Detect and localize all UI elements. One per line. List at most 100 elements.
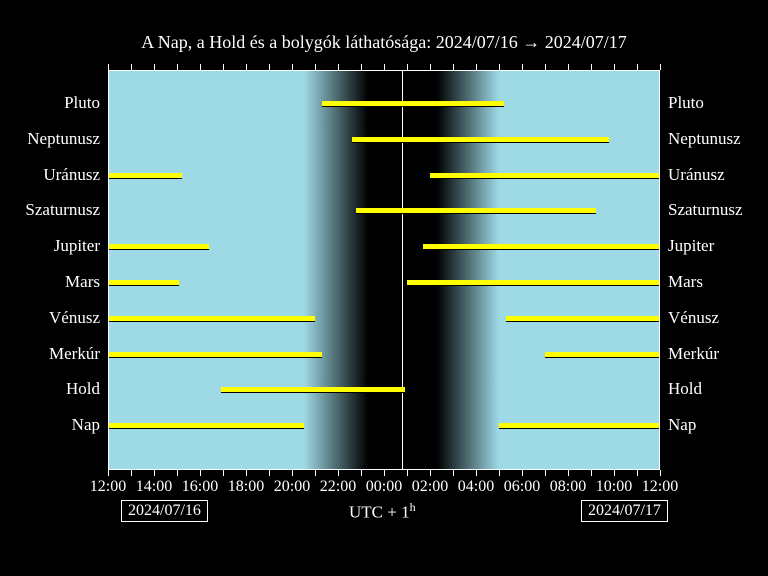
x-tick — [430, 470, 431, 476]
x-tick-label: 12:00 — [642, 478, 678, 496]
x-tick-label: 04:00 — [458, 478, 494, 496]
body-label-right: Szaturnusz — [668, 200, 743, 220]
plot-area — [108, 70, 660, 470]
body-label-right: Vénusz — [668, 308, 719, 328]
x-axis-label: UTC + 1h — [349, 500, 416, 523]
x-tick — [292, 470, 293, 476]
body-label-right: Nap — [668, 415, 696, 435]
x-tick — [269, 470, 270, 476]
visibility-segment — [108, 244, 209, 250]
visibility-segment — [108, 280, 179, 286]
x-tick — [545, 470, 546, 476]
x-tick-top — [131, 64, 132, 70]
x-tick-label: 00:00 — [366, 478, 402, 496]
body-label-right: Merkúr — [668, 344, 719, 364]
x-tick-top — [200, 64, 201, 70]
x-tick-top — [637, 64, 638, 70]
x-tick — [338, 470, 339, 476]
x-tick-top — [154, 64, 155, 70]
body-label-left: Uránusz — [0, 165, 100, 185]
x-tick — [108, 470, 109, 476]
x-tick — [499, 470, 500, 476]
body-label-left: Merkúr — [0, 344, 100, 364]
x-tick — [407, 470, 408, 476]
bg-day-left — [108, 70, 304, 470]
visibility-segment — [108, 173, 182, 179]
x-tick — [614, 470, 615, 476]
x-tick-top — [545, 64, 546, 70]
body-label-left: Szaturnusz — [0, 200, 100, 220]
body-label-right: Mars — [668, 272, 703, 292]
visibility-segment — [499, 423, 660, 429]
x-tick-label: 12:00 — [90, 478, 126, 496]
bg-day-right — [499, 70, 660, 470]
x-tick-top — [522, 64, 523, 70]
visibility-segment — [356, 208, 595, 214]
body-label-left: Pluto — [0, 93, 100, 113]
body-label-left: Neptunusz — [0, 129, 100, 149]
visibility-segment — [108, 423, 304, 429]
x-tick-label: 18:00 — [228, 478, 264, 496]
x-tick-top — [108, 64, 109, 70]
x-tick-label: 16:00 — [182, 478, 218, 496]
x-tick-top — [361, 64, 362, 70]
x-tick-label: 02:00 — [412, 478, 448, 496]
bg-dawn — [437, 70, 499, 470]
x-tick-top — [384, 64, 385, 70]
x-tick-top — [223, 64, 224, 70]
x-tick-top — [591, 64, 592, 70]
x-tick-top — [246, 64, 247, 70]
x-tick — [200, 470, 201, 476]
visibility-segment — [407, 280, 660, 286]
chart-title: A Nap, a Hold és a bolygók láthatósága: … — [0, 32, 768, 53]
x-tick-top — [338, 64, 339, 70]
x-tick — [384, 470, 385, 476]
bg-dusk — [304, 70, 368, 470]
x-tick-top — [660, 64, 661, 70]
x-tick-label: 20:00 — [274, 478, 310, 496]
x-tick — [453, 470, 454, 476]
x-tick — [315, 470, 316, 476]
x-tick — [223, 470, 224, 476]
x-tick-top — [476, 64, 477, 70]
x-tick-top — [315, 64, 316, 70]
x-tick-label: 14:00 — [136, 478, 172, 496]
x-tick-top — [177, 64, 178, 70]
date-end-box: 2024/07/17 — [581, 500, 668, 522]
date-start-box: 2024/07/16 — [121, 500, 208, 522]
midnight-line — [402, 70, 403, 470]
body-label-right: Neptunusz — [668, 129, 741, 149]
x-tick — [476, 470, 477, 476]
visibility-segment — [108, 316, 315, 322]
body-label-right: Hold — [668, 379, 702, 399]
x-tick-label: 08:00 — [550, 478, 586, 496]
visibility-segment — [545, 352, 660, 358]
x-tick-top — [269, 64, 270, 70]
x-tick-top — [614, 64, 615, 70]
x-tick — [246, 470, 247, 476]
body-label-right: Jupiter — [668, 236, 714, 256]
body-label-right: Pluto — [668, 93, 704, 113]
x-tick-top — [430, 64, 431, 70]
x-tick-label: 22:00 — [320, 478, 356, 496]
x-tick — [131, 470, 132, 476]
body-label-left: Nap — [0, 415, 100, 435]
body-label-left: Hold — [0, 379, 100, 399]
visibility-segment — [221, 387, 405, 393]
x-tick-top — [499, 64, 500, 70]
x-tick — [522, 470, 523, 476]
visibility-segment — [322, 101, 504, 107]
x-tick-top — [568, 64, 569, 70]
x-tick — [660, 470, 661, 476]
x-tick — [568, 470, 569, 476]
body-label-left: Jupiter — [0, 236, 100, 256]
x-tick — [591, 470, 592, 476]
visibility-segment — [423, 244, 660, 250]
visibility-segment — [506, 316, 660, 322]
x-tick — [637, 470, 638, 476]
x-tick — [177, 470, 178, 476]
x-tick — [361, 470, 362, 476]
body-label-left: Mars — [0, 272, 100, 292]
body-label-left: Vénusz — [0, 308, 100, 328]
x-tick-label: 10:00 — [596, 478, 632, 496]
